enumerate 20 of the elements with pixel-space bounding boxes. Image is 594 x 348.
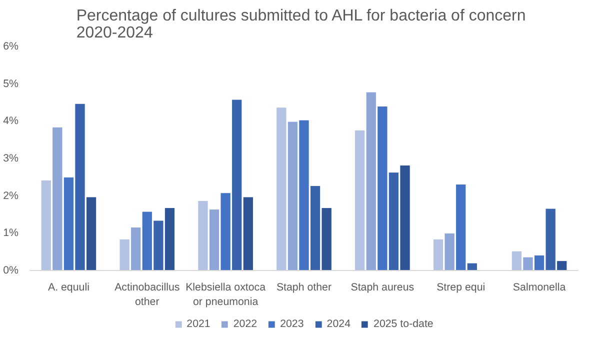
y-tick-label: 1% [3,227,20,240]
x-tick-label: Strep equi [436,282,486,294]
y-tick-label: 4% [3,115,20,128]
y-tick-label: 6% [3,40,20,52]
legend-label: 2022 [233,318,258,330]
legend-label: 2021 [186,318,210,330]
x-tick-label: Staph other [276,282,332,294]
y-tick-label: 0% [3,264,20,276]
x-tick-label: A. equuli [48,282,90,294]
x-tick-label: Staph aureus [350,282,414,294]
x-tick-label: Salmonella [512,282,566,294]
x-tick-label: Klebsiella oxtoca or pneumonia [186,282,266,308]
y-tick-label: 3% [3,152,20,164]
y-tick-label: 5% [3,78,20,90]
legend-label: 2025 to-date [374,318,434,330]
chart-title: Percentage of cultures submitted to AHL for bacteria of concern 2020-2024 [76,8,526,42]
legend-label: 2023 [280,318,304,330]
x-tick-label: Actinobacillus other [114,282,180,308]
legend-label: 2024 [326,318,351,330]
y-tick-label: 2% [3,190,20,202]
